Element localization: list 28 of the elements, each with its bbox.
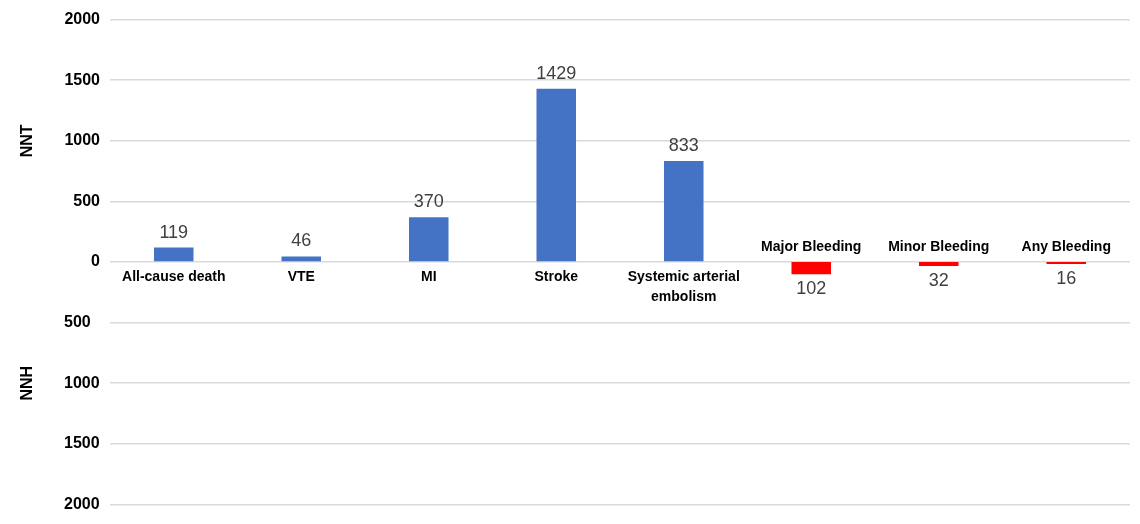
x-tick-label: VTE [287,267,315,284]
y2-axis-title: NNH [18,365,36,401]
data-label: 46 [291,230,312,251]
data-label: 833 [668,135,699,156]
data-label: 16 [1056,267,1077,288]
x-tick-label: MI [420,267,437,284]
y-tick-label: 500 [73,191,101,209]
data-label: 102 [796,278,827,299]
x-tick-label: Systemic arterial embolism [627,267,740,304]
bar [281,256,322,262]
y-tick-label: 0 [91,252,101,270]
y-tick-label: 2000 [64,10,101,28]
x-tick-label: All-cause death [122,267,226,284]
data-label: 370 [413,191,444,212]
x-tick-label: Any Bleeding [1021,237,1111,254]
data-label: 1429 [536,62,577,83]
bar [153,247,194,262]
bar [663,161,704,262]
x-tick-label: Stroke [534,267,579,284]
bar [408,217,449,262]
bar [536,88,577,262]
y-tick-label: 1000 [64,131,101,149]
data-label: 32 [928,269,949,290]
x-tick-label: Major Bleeding [761,237,862,254]
data-label: 119 [159,221,189,242]
x-tick-label: Minor Bleeding [888,237,990,254]
y-tick-label: 1500 [64,70,101,88]
text: NNT [18,124,36,158]
